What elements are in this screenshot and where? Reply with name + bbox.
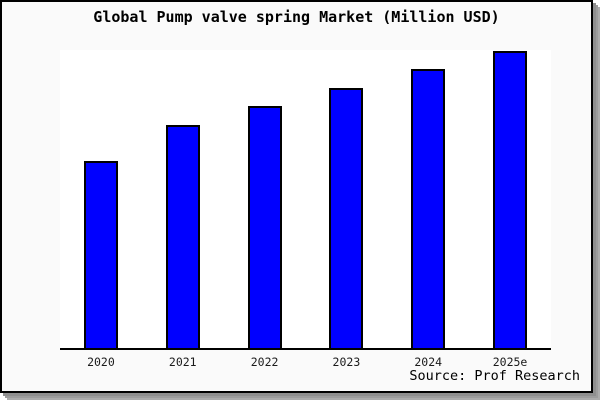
bar-2024 (411, 68, 446, 348)
bar-slot-2022 (224, 50, 306, 348)
bar-2025e (493, 50, 528, 348)
bar-2022 (247, 105, 282, 348)
chart-title: Global Pump valve spring Market (Million… (93, 8, 500, 26)
source-note: Source: Prof Research (409, 368, 580, 384)
x-tick-label-2024: 2024 (414, 355, 443, 369)
plot-area (60, 50, 551, 350)
bar-slot-2021 (142, 50, 224, 348)
bar-slot-2025e (469, 50, 551, 348)
x-axis-labels: 2020 2021 2022 2023 2024 2025e (60, 355, 551, 369)
bars-container (60, 50, 551, 348)
bar-slot-2023 (305, 50, 387, 348)
x-tick-label-2025e: 2025e (492, 355, 528, 369)
bar-2020 (83, 161, 118, 348)
x-tick-label-2023: 2023 (332, 355, 361, 369)
bar-2023 (329, 87, 364, 348)
x-tick-label-2021: 2021 (168, 355, 197, 369)
bar-slot-2020 (60, 50, 142, 348)
bar-2021 (165, 124, 200, 348)
x-tick-label-2020: 2020 (87, 355, 115, 369)
bar-slot-2024 (387, 50, 469, 348)
x-tick-label-2022: 2022 (250, 355, 279, 369)
chart-frame: Global Pump valve spring Market (Million… (0, 0, 593, 393)
